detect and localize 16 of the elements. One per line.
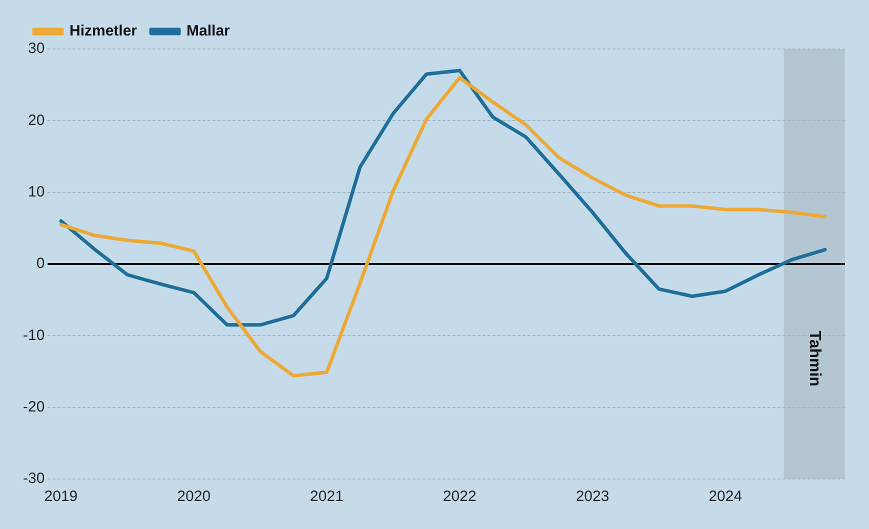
x-tick-label: 2023 xyxy=(576,488,610,506)
y-tick-label: 20 xyxy=(28,112,45,129)
y-tick-label: -30 xyxy=(22,470,45,488)
legend-label: Hizmetler xyxy=(70,22,138,40)
y-tick-label: -10 xyxy=(22,326,45,344)
y-tick-label: 0 xyxy=(36,255,45,272)
x-tick-label: 2019 xyxy=(44,488,78,506)
y-tick-label: 10 xyxy=(28,183,45,200)
x-tick-label: 2022 xyxy=(442,488,476,506)
x-tick-label: 2020 xyxy=(177,488,211,506)
y-tick-label: 30 xyxy=(28,40,45,58)
y-tick-label: -20 xyxy=(22,398,45,416)
legend-label: Mallar xyxy=(186,22,230,40)
x-tick-label: 2024 xyxy=(708,488,742,506)
band-label: Tahmin xyxy=(806,330,824,386)
x-tick-label: 2021 xyxy=(310,488,344,506)
